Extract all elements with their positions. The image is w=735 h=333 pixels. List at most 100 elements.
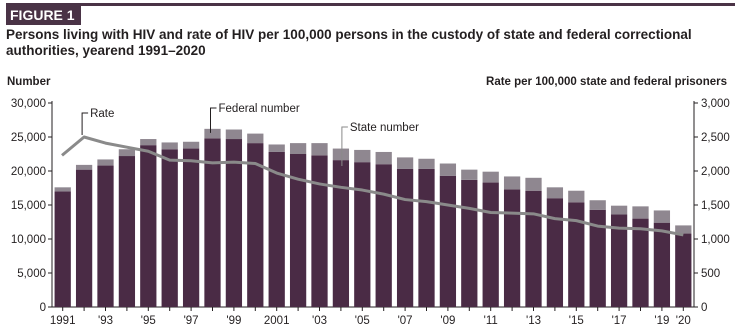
right-axis-title: Rate per 100,000 state and federal priso… [486, 76, 727, 88]
x-tick-label: '99 [226, 315, 241, 327]
federal-bar [225, 129, 243, 140]
state-bar [54, 191, 71, 307]
state-bar [161, 149, 178, 307]
left-tick-label: 25,000 [11, 132, 46, 144]
federal-bar [311, 143, 328, 156]
left-tick-label: 5,000 [17, 268, 46, 280]
rate-callout-line [81, 112, 89, 135]
federal-bar [589, 200, 606, 210]
right-tick-label: 2,000 [701, 166, 730, 178]
x-tick-label: 2001 [264, 315, 290, 327]
state-bar [311, 155, 328, 307]
x-tick-label: '05 [355, 315, 370, 327]
federal-bar [439, 163, 457, 176]
x-tick-label: '11 [484, 315, 498, 327]
federal-annotation: Federal number [219, 103, 300, 115]
state-bar [332, 160, 350, 307]
federal-bar [418, 158, 435, 169]
x-tick-label: '93 [98, 315, 113, 327]
state-bar [675, 233, 692, 307]
left-tick-label: 30,000 [11, 98, 46, 110]
rate-line [61, 135, 684, 237]
state-bar [75, 169, 93, 307]
x-tick-label: '20 [676, 315, 691, 327]
x-tick-label: 1991 [50, 315, 76, 327]
x-tick-label: '97 [184, 315, 199, 327]
federal-bar [675, 225, 692, 234]
state-bar [503, 189, 521, 307]
x-tick-label: '19 [654, 315, 669, 327]
right-tick-label: 1,000 [701, 234, 730, 246]
state-bar [632, 218, 649, 307]
state-bar [653, 222, 671, 307]
x-tick-label: '95 [141, 315, 156, 327]
federal-bar [268, 144, 285, 152]
right-tick-label: 0 [701, 302, 707, 314]
federal-bar [610, 205, 628, 215]
federal-bar [375, 151, 392, 165]
state-bar [546, 198, 564, 307]
state-bar [568, 202, 585, 307]
state-callout-line [341, 126, 348, 166]
federal-bar [354, 149, 371, 163]
state-bar [289, 154, 307, 307]
left-axis-title: Number [7, 76, 51, 88]
x-tick-label: '17 [612, 315, 627, 327]
state-bar [247, 143, 264, 307]
federal-bar [75, 164, 93, 170]
state-bar [482, 182, 499, 307]
right-tick-label: 1,500 [701, 200, 730, 212]
federal-callout-line [210, 107, 217, 133]
federal-bar [632, 206, 649, 219]
federal-bar [461, 169, 478, 180]
left-tick-label: 15,000 [11, 200, 46, 212]
state-bar [182, 148, 200, 307]
federal-bar [396, 157, 414, 169]
state-bar [118, 156, 136, 307]
federal-bar [140, 139, 157, 146]
federal-bar [97, 159, 114, 166]
state-bar [204, 138, 221, 307]
federal-bar [118, 149, 136, 157]
state-bar [418, 168, 435, 307]
chart-title: Persons living with HIV and rate of HIV … [6, 27, 692, 58]
state-bar [461, 179, 478, 307]
federal-bar [289, 143, 307, 154]
x-tick-label: '03 [312, 315, 327, 327]
state-bar [97, 165, 114, 307]
right-tick-label: 500 [701, 268, 720, 280]
x-tick-label: '13 [526, 315, 541, 327]
state-bar [225, 139, 243, 307]
federal-bar [204, 128, 221, 139]
right-tick-label: 3,000 [701, 98, 730, 110]
right-tick-label: 2,500 [701, 132, 730, 144]
figure-label-text: FIGURE 1 [6, 6, 81, 25]
federal-bar [247, 133, 264, 144]
state-bar [140, 145, 157, 307]
federal-bar [525, 177, 542, 191]
state-bar [439, 175, 457, 307]
x-tick-label: '15 [569, 315, 584, 327]
state-bar [396, 168, 414, 307]
left-tick-label: 10,000 [11, 234, 46, 246]
rate-annotation: Rate [90, 108, 114, 120]
state-bar [354, 162, 371, 307]
x-tick-label: '09 [440, 315, 455, 327]
federal-bar [503, 176, 521, 190]
state-bar [610, 214, 628, 307]
state-bar [525, 190, 542, 307]
federal-bar [332, 148, 350, 161]
federal-bar [54, 187, 71, 192]
left-tick-label: 0 [40, 302, 46, 314]
state-annotation: State number [350, 122, 419, 134]
figure-label: FIGURE 1 [6, 3, 735, 25]
federal-bar [653, 210, 671, 223]
state-bar [268, 151, 285, 307]
federal-bar [546, 187, 564, 199]
state-bar [589, 209, 606, 307]
left-tick-label: 20,000 [11, 166, 46, 178]
state-bar [375, 164, 392, 307]
federal-bar [568, 190, 585, 203]
federal-bar [182, 141, 200, 149]
